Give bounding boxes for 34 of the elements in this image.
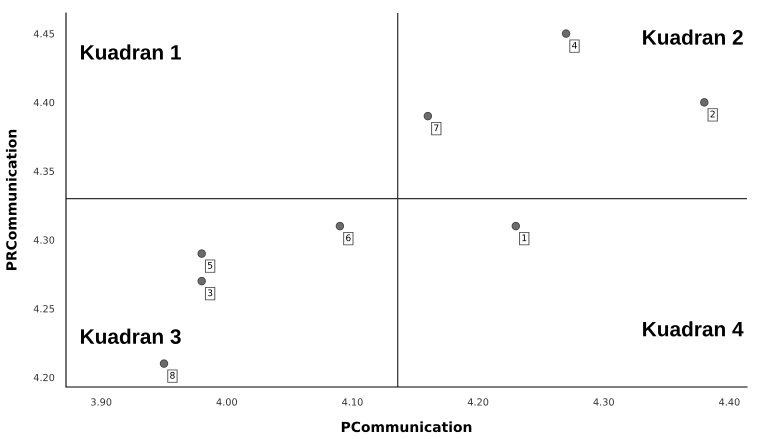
x-tick-label: 3.90 — [91, 398, 112, 406]
x-tick-label: 4.10 — [342, 398, 363, 406]
annotation: 8 — [170, 372, 175, 379]
y-tick-label: 4.35 — [34, 168, 54, 175]
point — [197, 276, 206, 286]
x-tick-label: 4.00 — [216, 398, 238, 406]
y-tick-label: 4.45 — [34, 30, 54, 38]
annotation: 6 — [346, 234, 351, 242]
y-tick-label: 4.30 — [34, 236, 54, 244]
y-tick-label: 4.25 — [34, 305, 54, 312]
annotation: Kuadran 1 — [81, 44, 181, 60]
x-tick-label: 4.40 — [719, 398, 740, 406]
x-tick-label: 4.30 — [593, 398, 614, 406]
annotation: 4 — [572, 42, 577, 49]
point — [700, 98, 709, 107]
point — [562, 29, 570, 38]
y-tick-label: 4.20 — [34, 374, 54, 382]
x-axis-title: PCommunication — [342, 421, 472, 432]
annotation: Kuadran 3 — [81, 328, 181, 344]
point — [424, 112, 432, 120]
annotation: 7 — [434, 124, 438, 132]
y-tick-label: 4.40 — [34, 98, 54, 106]
point — [160, 359, 168, 368]
annotation: Kuadran 2 — [643, 29, 743, 45]
point — [336, 222, 344, 230]
annotation: Kuadran 4 — [643, 321, 744, 336]
annotation: 5 — [208, 262, 212, 269]
annotation: 3 — [208, 289, 212, 296]
x-tick-label: 4.20 — [468, 398, 488, 406]
y-axis-title: PRCommunication — [6, 130, 17, 270]
annotation: 1 — [522, 234, 526, 242]
annotation: 2 — [710, 110, 715, 118]
point — [512, 222, 520, 230]
point — [197, 249, 206, 258]
